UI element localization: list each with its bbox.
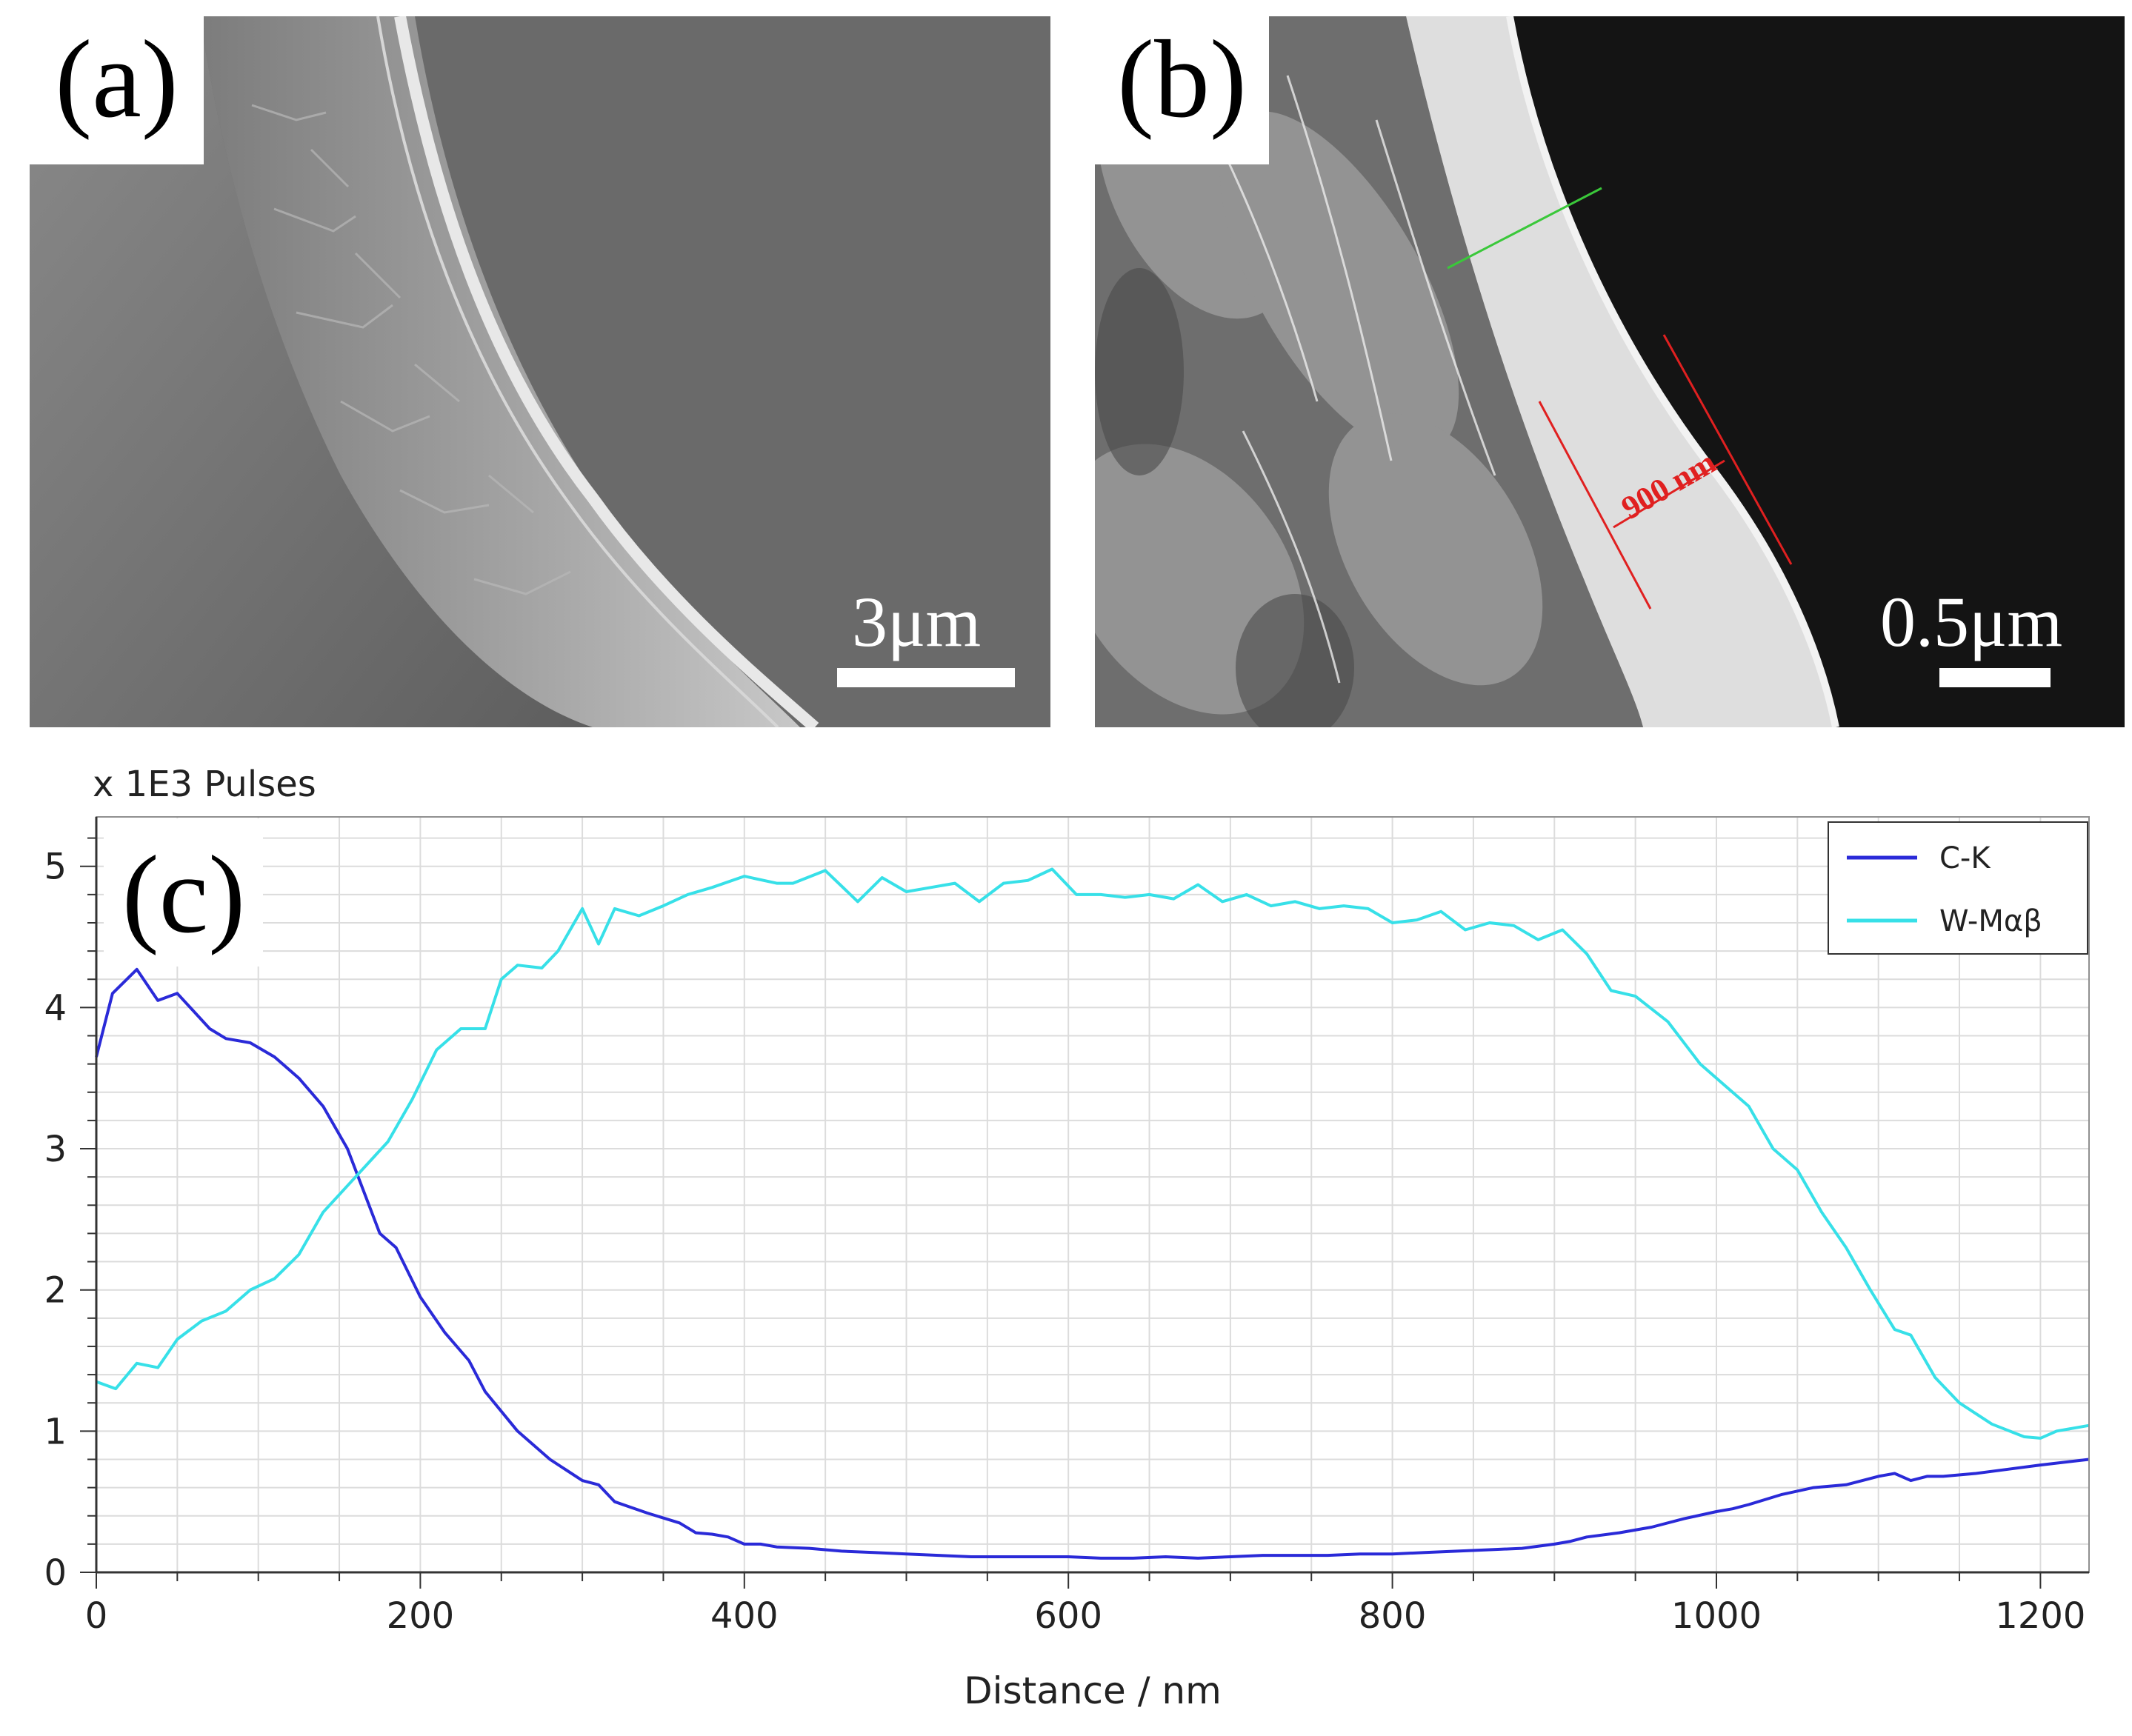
chart-axes [95,817,2089,1574]
line-scan-chart: 0 200 400 600 800 1000 1200 0 1 2 3 4 5 x 1E3 Pulses… [44,764,2090,1712]
x-tick-label: 1200 [1995,1595,2085,1637]
x-tick-label: 0 [85,1595,108,1637]
panel-a-label: (a) [30,16,204,164]
y-tick-label: 2 [44,1270,67,1312]
sem-panel-b: 900 nm (b) 0.5μm [1095,16,2125,727]
panel-b-label: (b) [1095,16,1269,164]
series-line-c-k [95,967,2090,1560]
legend-label: C-K [1939,841,1991,875]
x-tick-label: 200 [387,1595,455,1637]
panel-c-label: (c) [122,833,245,956]
y-axis-label: x 1E3 Pulses [93,764,316,805]
x-tick-label: 800 [1359,1595,1427,1637]
sem-image-a [30,16,1050,727]
scale-bar-b [1939,668,2051,687]
chart-series [95,867,2090,1560]
x-tick-label: 600 [1034,1595,1102,1637]
y-tick-label: 3 [44,1129,67,1170]
chart-grid [96,817,2089,1573]
legend-box [1828,821,2088,955]
y-tick-label: 4 [44,987,67,1029]
panel-c-label-box: (c) [104,818,263,967]
x-tick-label: 400 [710,1595,779,1637]
series-line-w-mab [96,867,2090,1440]
x-axis-label: Distance / nm [964,1669,1222,1712]
y-tick-label: 1 [44,1411,67,1452]
chart-ticks: 0 200 400 600 800 1000 1200 0 1 2 3 4 5 [44,837,2085,1637]
line-scan-green [1447,187,1602,270]
legend-label: W-Mαβ [1939,904,2042,938]
x-tick-label: 1000 [1671,1595,1762,1637]
y-tick-label: 5 [44,847,67,888]
measurement-marker [1538,334,1793,610]
y-tick-label: 0 [44,1552,67,1594]
chart-legend: C-K W-Mαβ [1828,821,2088,955]
scale-bar-a-label: 3μm [852,582,982,661]
scale-bar-a [837,668,1015,687]
scale-bar-b-label: 0.5μm [1880,582,2063,661]
sem-panel-a: (a) 3μm [30,16,1050,727]
